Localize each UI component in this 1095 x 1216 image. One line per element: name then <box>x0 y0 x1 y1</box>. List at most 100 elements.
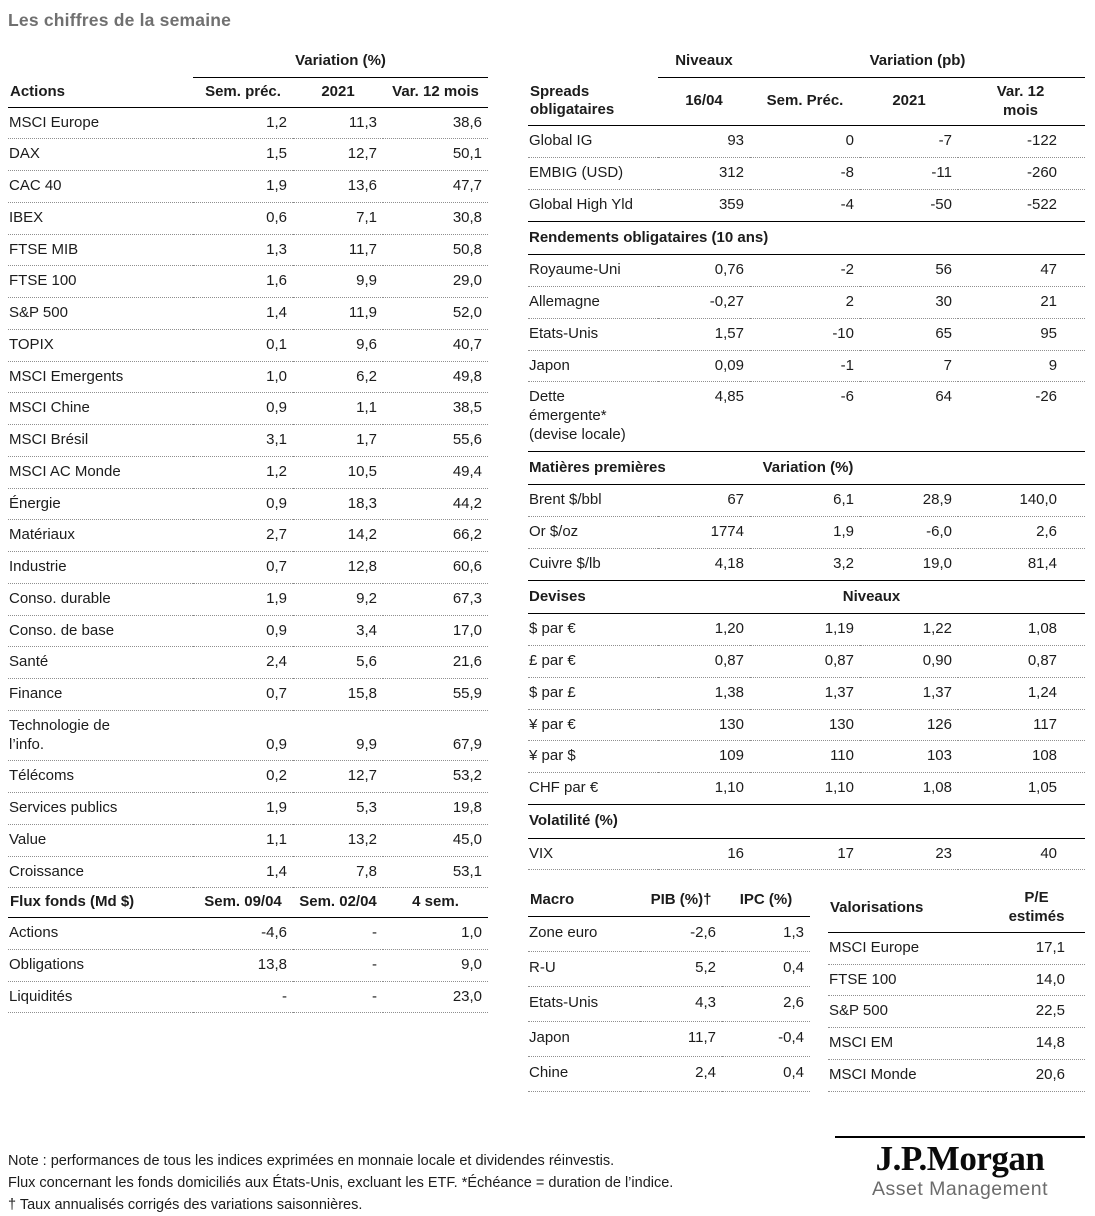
row-label: MSCI Chine <box>8 392 193 425</box>
row-value: 67,9 <box>383 710 489 762</box>
row-label: Japon <box>528 350 658 383</box>
row-value: 1,6 <box>193 265 293 298</box>
row-label: MSCI EM <box>828 1027 988 1060</box>
row-value: 0,87 <box>958 645 1086 678</box>
row-value: 359 <box>658 189 750 222</box>
devises-section-row: Devises Niveaux <box>528 579 1086 615</box>
table-row: Allemagne -0,27 2 30 21 <box>528 286 1086 319</box>
table-row: S&P 500 1,4 11,9 52,0 <box>8 297 489 330</box>
row-value: 9,2 <box>293 583 383 616</box>
table-row: Finance 0,7 15,8 55,9 <box>8 678 489 711</box>
row-value: 11,9 <box>293 297 383 330</box>
row-value: 2,6 <box>958 516 1086 549</box>
table-row: Croissance 1,4 7,8 53,1 <box>8 856 489 889</box>
actions-header-row: Actions Sem. préc. 2021 Var. 12 mois <box>8 77 489 108</box>
row-value: -6,0 <box>860 516 958 549</box>
macro-table: Macro PIB (%)† IPC (%) Zone euro -2,6 1,3 R… <box>528 884 810 1092</box>
table-row: Global High Yld 359 -4 -50 -522 <box>528 189 1086 222</box>
row-value: 1,7 <box>293 424 383 457</box>
rendements-section-title: Rendements obligataires (10 ans) <box>528 220 1086 256</box>
row-label: Télécoms <box>8 760 193 793</box>
var12-col-header: Var. 12 mois <box>383 77 489 108</box>
row-label: MSCI Emergents <box>8 361 193 394</box>
table-row: Santé 2,4 5,6 21,6 <box>8 646 489 679</box>
row-value: -6 <box>750 381 860 452</box>
row-value: 14,0 <box>988 964 1085 997</box>
row-value: 0,87 <box>750 645 860 678</box>
row-value: 60,6 <box>383 551 489 584</box>
row-label: Global High Yld <box>528 189 658 222</box>
row-value: 12,7 <box>293 760 383 793</box>
row-label: R-U <box>528 951 640 987</box>
row-value: 13,8 <box>193 949 293 982</box>
table-row: ¥ par $109 110 103 108 <box>528 740 1086 773</box>
row-value: -4,6 <box>193 917 293 950</box>
row-value: 1,5 <box>193 138 293 171</box>
row-value: 14,2 <box>293 519 383 552</box>
table-row: MSCI Chine 0,9 1,1 38,5 <box>8 392 489 425</box>
row-value: -122 <box>958 125 1086 158</box>
row-value: 2 <box>750 286 860 319</box>
row-value: 15,8 <box>293 678 383 711</box>
row-value: 11,7 <box>640 1021 722 1057</box>
table-row: IBEX 0,6 7,1 30,8 <box>8 202 489 235</box>
row-value: 50,8 <box>383 234 489 267</box>
row-label: Croissance <box>8 856 193 889</box>
row-label: Conso. de base <box>8 615 193 648</box>
row-value: 47 <box>958 254 1086 287</box>
table-row: Conso. durable 1,9 9,2 67,3 <box>8 583 489 616</box>
row-value: 9,9 <box>293 710 383 762</box>
right-column: Niveaux Variation (pb) Spreads obligatai… <box>528 49 1086 1092</box>
row-value: 0,9 <box>193 392 293 425</box>
flux-header-row: Flux fonds (Md $) Sem. 09/04 Sem. 02/04 … <box>8 887 489 918</box>
matieres-variation-header: Variation (%) <box>658 450 958 486</box>
matieres-section-title: Matières premières <box>528 450 666 486</box>
row-value: 5,2 <box>640 951 722 987</box>
row-value: 1,20 <box>658 613 750 646</box>
row-value: 1,08 <box>860 772 958 805</box>
table-row: Obligations 13,8-9,0 <box>8 949 489 982</box>
row-value: 130 <box>658 709 750 742</box>
table-row: MSCI Brésil 3,1 1,7 55,6 <box>8 424 489 457</box>
row-label: Matériaux <box>8 519 193 552</box>
table-row: Value 1,1 13,2 45,0 <box>8 824 489 857</box>
table-row: CHF par €1,10 1,10 1,08 1,05 <box>528 772 1086 805</box>
table-row: Dette émergente* (devise locale) 4,85 -6 64… <box>528 381 1086 452</box>
page-title: Les chiffres de la semaine <box>8 10 232 30</box>
row-label: Obligations <box>8 949 193 982</box>
table-row: Or $/oz 1774 1,9 -6,0 2,6 <box>528 516 1086 549</box>
bottom-tables: Macro PIB (%)† IPC (%) Zone euro -2,6 1,3 R… <box>528 884 1085 1092</box>
row-value: 13,2 <box>293 824 383 857</box>
row-value: 1,38 <box>658 677 750 710</box>
row-value: 64 <box>860 381 958 452</box>
row-value: 1,4 <box>193 856 293 889</box>
row-value: 140,0 <box>958 484 1086 517</box>
variation-group-row: Variation (%) <box>8 49 489 78</box>
row-label: FTSE 100 <box>828 964 988 997</box>
row-value: 6,2 <box>293 361 383 394</box>
row-value: 5,6 <box>293 646 383 679</box>
row-label: Conso. durable <box>8 583 193 616</box>
row-value: 1,4 <box>193 297 293 330</box>
row-label: Industrie <box>8 551 193 584</box>
table-row: ¥ par €130 130 126 117 <box>528 709 1086 742</box>
row-value: 9 <box>958 350 1086 383</box>
table-row: Global IG 93 0 -7 -122 <box>528 125 1086 158</box>
row-label: TOPIX <box>8 329 193 362</box>
row-label: Japon <box>528 1021 640 1057</box>
row-label: Value <box>8 824 193 857</box>
row-value: 40,7 <box>383 329 489 362</box>
row-value: 9,0 <box>383 949 489 982</box>
row-label: $ par € <box>528 613 658 646</box>
row-value: 9,6 <box>293 329 383 362</box>
table-row: MSCI Monde 20,6 <box>828 1059 1085 1092</box>
devises-section-title: Devises <box>528 579 658 615</box>
row-label: ¥ par $ <box>528 740 658 773</box>
row-value: 1,0 <box>193 361 293 394</box>
table-row: FTSE 100 1,6 9,9 29,0 <box>8 265 489 298</box>
row-value: 1,3 <box>722 916 810 952</box>
table-row: TOPIX 0,1 9,6 40,7 <box>8 329 489 362</box>
row-label: DAX <box>8 138 193 171</box>
row-value: 93 <box>658 125 750 158</box>
